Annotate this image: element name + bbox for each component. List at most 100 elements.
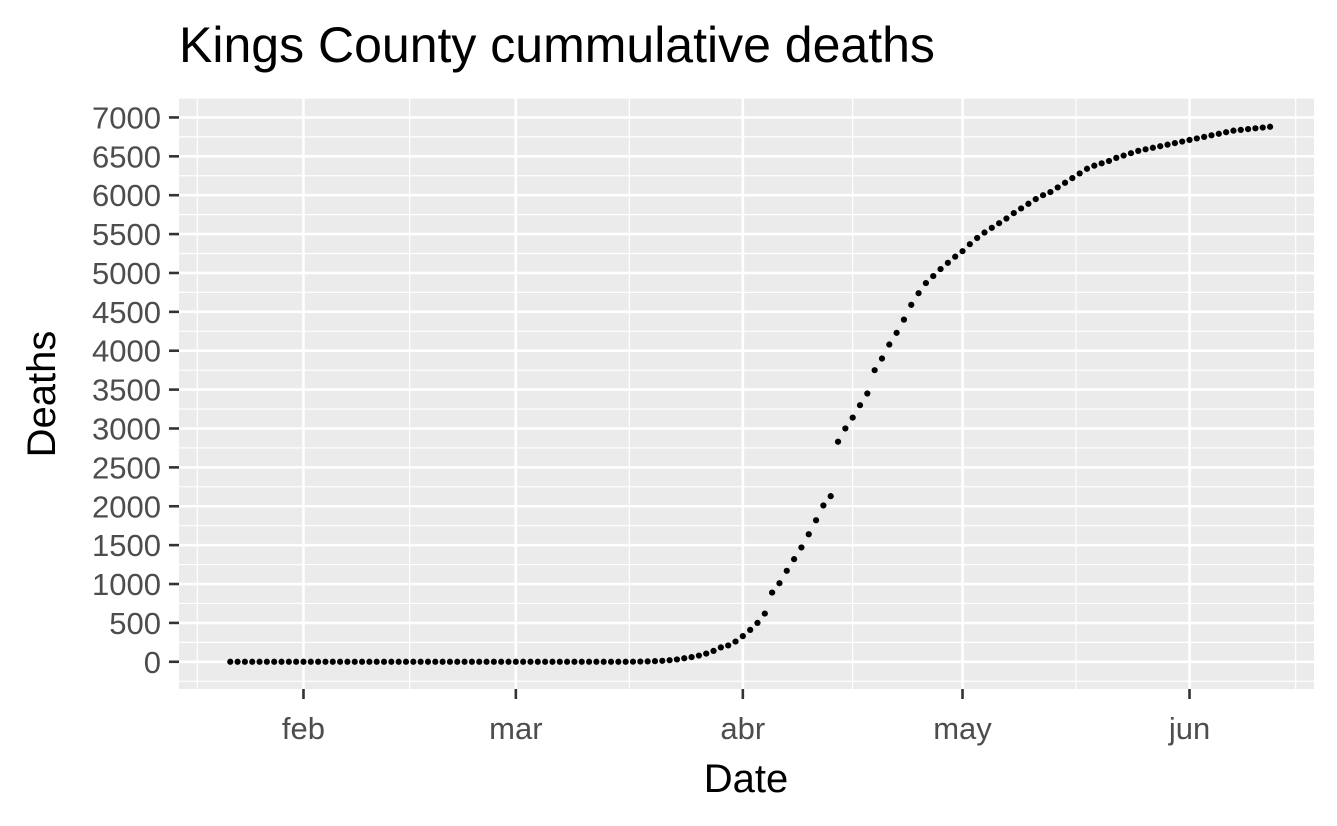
data-point	[527, 658, 534, 665]
data-point	[483, 658, 490, 665]
data-point	[761, 610, 768, 617]
y-tick-label: 500	[109, 606, 161, 641]
x-tick-label: abr	[720, 711, 765, 746]
data-point	[834, 438, 842, 445]
data-point	[849, 414, 856, 421]
data-point	[468, 658, 476, 665]
data-point	[417, 658, 424, 665]
data-point	[739, 633, 746, 640]
data-points	[227, 123, 1274, 665]
data-point	[498, 658, 505, 665]
y-tick-label: 5000	[92, 256, 161, 291]
data-point	[622, 658, 629, 665]
data-point	[820, 502, 827, 509]
y-tick-label: 3000	[92, 411, 161, 446]
data-point	[871, 367, 878, 374]
data-point	[534, 658, 541, 665]
data-point	[1179, 138, 1186, 145]
x-axis-title: Date	[704, 757, 789, 801]
y-tick-label: 1000	[92, 567, 161, 602]
data-point	[1003, 215, 1010, 222]
data-point	[1025, 200, 1032, 207]
data-point	[278, 658, 285, 665]
data-point	[930, 272, 937, 280]
y-tick-label: 7000	[92, 100, 161, 135]
data-point	[812, 517, 820, 524]
y-tick-label: 4500	[92, 295, 161, 330]
data-point	[607, 658, 615, 665]
data-point	[1157, 143, 1164, 150]
data-point	[256, 658, 263, 665]
data-point	[1142, 146, 1149, 153]
data-point	[249, 658, 256, 665]
chart-title: Kings County cummulative deaths	[179, 17, 935, 73]
data-point	[1120, 152, 1127, 159]
data-point	[915, 290, 922, 297]
y-tick-label: 5500	[92, 217, 161, 252]
data-point	[695, 652, 703, 659]
data-point	[805, 531, 812, 538]
data-point	[512, 658, 519, 665]
data-point	[410, 658, 417, 665]
data-point	[446, 658, 454, 665]
data-point	[520, 658, 527, 665]
data-point	[688, 654, 695, 661]
data-point	[600, 658, 607, 665]
data-point	[315, 658, 322, 665]
data-point	[1244, 126, 1252, 133]
data-point	[366, 658, 373, 665]
data-point	[1105, 157, 1113, 165]
data-point	[388, 658, 395, 665]
data-point	[747, 626, 754, 634]
data-point	[556, 658, 563, 665]
data-point	[681, 655, 688, 662]
data-point	[703, 650, 710, 657]
data-point	[1113, 154, 1120, 161]
data-point	[974, 234, 981, 242]
data-point	[922, 279, 930, 287]
data-point	[1252, 125, 1259, 132]
data-point	[827, 493, 834, 500]
data-point	[241, 658, 249, 665]
data-point	[1069, 174, 1076, 182]
data-point	[790, 556, 798, 563]
data-point	[673, 656, 681, 663]
x-axis: feb mar abr may jun	[282, 689, 1210, 746]
data-point	[1230, 127, 1237, 134]
y-tick-label: 6500	[92, 139, 161, 174]
data-point	[380, 658, 388, 665]
data-point	[988, 224, 995, 231]
data-point	[358, 658, 366, 665]
data-point	[1135, 147, 1142, 154]
data-point	[666, 657, 673, 664]
data-point	[996, 220, 1003, 227]
data-point	[1061, 179, 1069, 186]
data-point	[1171, 140, 1178, 147]
data-point	[769, 589, 776, 596]
data-point	[981, 229, 988, 236]
data-point	[578, 658, 585, 665]
x-tick-label: may	[933, 711, 992, 746]
data-point	[856, 402, 864, 409]
data-point	[1054, 184, 1061, 191]
data-point	[1083, 165, 1091, 172]
data-point	[307, 658, 314, 665]
data-point	[1223, 129, 1230, 136]
data-point	[1193, 135, 1200, 142]
y-tick-label: 1500	[92, 528, 161, 563]
data-point	[1237, 126, 1244, 133]
data-point	[1266, 123, 1274, 130]
data-point	[1215, 130, 1222, 137]
y-tick-label: 3500	[92, 373, 161, 408]
data-point	[351, 658, 358, 665]
data-point	[725, 642, 732, 649]
data-point	[776, 580, 783, 587]
data-point	[1208, 132, 1215, 139]
data-point	[439, 658, 446, 665]
data-point	[717, 644, 724, 651]
data-point	[585, 658, 593, 665]
data-point	[271, 658, 278, 665]
data-point	[1032, 195, 1039, 203]
y-tick-label: 2500	[92, 450, 161, 485]
